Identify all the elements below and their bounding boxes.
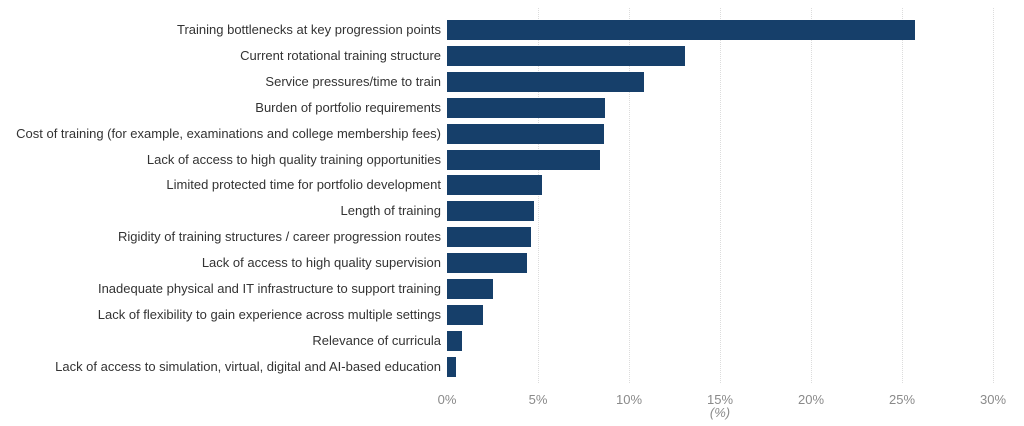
category-label: Lack of access to simulation, virtual, d…: [55, 358, 441, 374]
gridline: [538, 8, 539, 383]
x-tick-label: 10%: [615, 392, 643, 407]
bar: [447, 20, 915, 40]
bar: [447, 97, 606, 118]
gridline: [720, 8, 721, 383]
category-label: Rigidity of training structures / career…: [118, 229, 441, 245]
gridline: [902, 8, 903, 383]
bar: [447, 279, 493, 299]
category-label: Relevance of curricula: [312, 332, 441, 348]
x-tick-label: 25%: [888, 392, 916, 407]
gridline: [629, 8, 630, 383]
bar: [447, 175, 542, 196]
x-tick-label: 5%: [528, 392, 548, 407]
x-tick-label: 20%: [797, 392, 825, 407]
bar: [447, 123, 604, 144]
bar: [447, 253, 528, 274]
bar: [447, 71, 644, 92]
bar: [447, 356, 457, 377]
bar: [447, 304, 484, 325]
category-label: Lack of flexibility to gain experience a…: [97, 306, 441, 322]
gridline: [811, 8, 812, 383]
category-label: Lack of access to high quality training …: [146, 151, 441, 167]
x-tick-label: 15%: [706, 392, 734, 407]
bar: [447, 45, 686, 66]
category-label: Limited protected time for portfolio dev…: [166, 177, 441, 193]
category-label: Inadequate physical and IT infrastructur…: [97, 281, 441, 296]
gridline: [993, 8, 994, 383]
category-label: Training bottlenecks at key progression …: [177, 22, 441, 37]
bar: [447, 330, 462, 351]
x-tick-label: 0%: [437, 392, 457, 407]
category-label: Lack of access to high quality supervisi…: [201, 255, 441, 271]
category-label: Current rotational training structure: [240, 47, 441, 63]
bar: [447, 149, 600, 170]
bar: [447, 201, 535, 222]
bar: [447, 227, 531, 248]
x-tick-label: 30%: [979, 392, 1007, 407]
category-label: Burden of portfolio requirements: [255, 99, 441, 115]
x-axis-label: (%): [709, 405, 731, 420]
category-label: Cost of training (for example, examinati…: [16, 125, 441, 141]
category-label: Service pressures/time to train: [265, 73, 441, 89]
category-label: Length of training: [340, 203, 441, 219]
